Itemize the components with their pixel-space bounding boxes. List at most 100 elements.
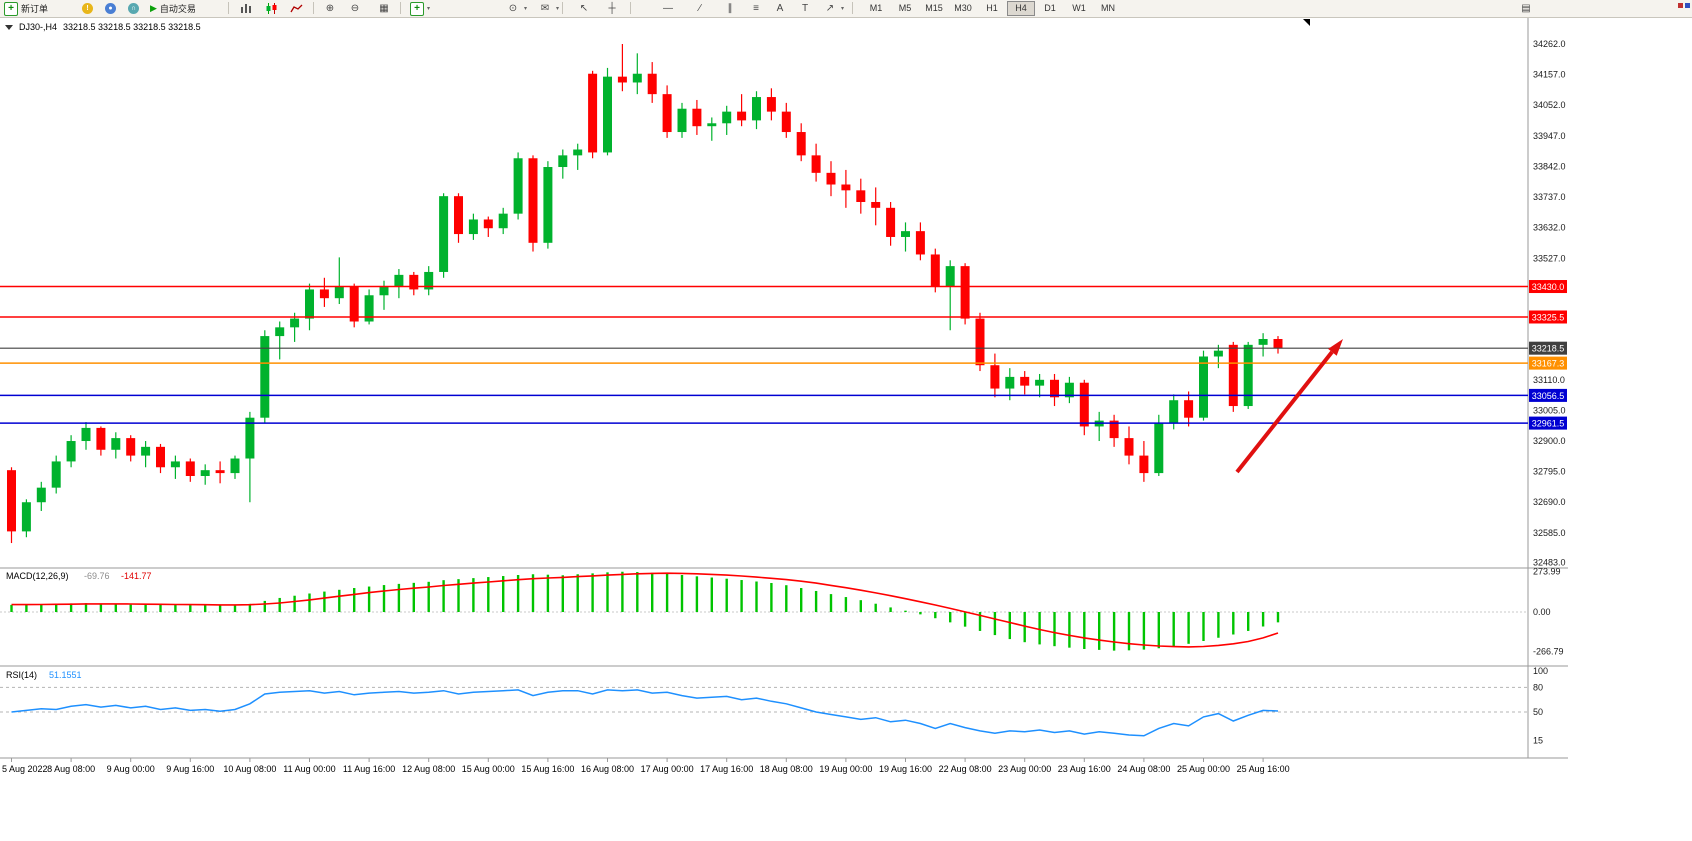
- candle-body: [886, 207, 896, 237]
- toolbar-separator: [228, 2, 229, 14]
- candle-body: [36, 487, 46, 503]
- time-label: 11 Aug 16:00: [343, 764, 395, 774]
- chart-canvas[interactable]: 33430.0 33325.5 33218.5 33167.3 33056.5 32961…: [0, 17, 1568, 777]
- zoom-out-button[interactable]: ⊖: [347, 1, 363, 16]
- fibonacci-tool-button[interactable]: ≡: [748, 1, 764, 16]
- rsi-axis-label: 100: [1533, 666, 1548, 676]
- line-chart-button[interactable]: [288, 1, 304, 16]
- trend-arrow[interactable]: [1235, 350, 1334, 474]
- mail-icon: ✉: [540, 3, 550, 14]
- candle-body: [603, 76, 612, 153]
- hline-tool-button[interactable]: —: [660, 1, 676, 16]
- toolbar-separator: [313, 2, 314, 14]
- alerts-icon: !: [82, 3, 93, 14]
- indicators-button[interactable]: + ▾: [410, 1, 430, 16]
- candle-body: [1169, 400, 1179, 424]
- cursor-tool-button[interactable]: ↖: [576, 1, 592, 16]
- time-label: 22 Aug 08:00: [939, 764, 992, 774]
- price-badge-label: 33325.5: [1532, 312, 1565, 322]
- templates-button[interactable]: ✉ ▾: [537, 1, 559, 16]
- time-label: 9 Aug 00:00: [107, 764, 155, 774]
- timeframe-w1[interactable]: W1: [1072, 3, 1086, 13]
- price-tick-label: 32900.0: [1533, 436, 1566, 446]
- candle-body: [811, 155, 821, 173]
- candle-body: [662, 94, 672, 133]
- candle-body: [305, 289, 314, 319]
- zoom-in-button[interactable]: ⊕: [322, 1, 338, 16]
- candle-body: [737, 111, 747, 121]
- candle-body: [230, 458, 240, 474]
- candle-body: [126, 438, 136, 456]
- macd-panel-label: MACD(12,26,9): [6, 571, 69, 581]
- candle-body: [1228, 344, 1238, 407]
- price-tick-label: 33947.0: [1533, 131, 1566, 141]
- timeframe-h1[interactable]: H1: [986, 3, 998, 13]
- candle-body: [573, 149, 583, 156]
- candle-body: [1213, 350, 1223, 357]
- periods-button[interactable]: ⊙ ▾: [505, 1, 527, 16]
- timeframe-h4[interactable]: H4: [1007, 1, 1035, 16]
- candle-body: [960, 266, 970, 319]
- toolbar-separator: [852, 2, 853, 14]
- candle-body: [454, 196, 463, 235]
- price-tick-label: 33737.0: [1533, 192, 1566, 202]
- candle-body: [51, 461, 61, 488]
- candle-body: [170, 461, 180, 468]
- macd-axis-label: 273.99: [1533, 566, 1561, 576]
- timeframe-m1[interactable]: M1: [869, 3, 883, 13]
- trend-arrow-head[interactable]: [1328, 339, 1343, 356]
- candle-body: [111, 438, 121, 450]
- timeframe-m5[interactable]: M5: [898, 3, 912, 13]
- toolbar-separator: [630, 2, 631, 14]
- indicator-add-icon: +: [410, 1, 424, 16]
- bar-chart-icon: [238, 2, 254, 16]
- timeframe-m15[interactable]: M15: [925, 3, 943, 13]
- time-label: 16 Aug 08:00: [581, 764, 634, 774]
- panels-button[interactable]: ▤: [1518, 1, 1534, 16]
- text-tool-button[interactable]: A: [772, 1, 788, 16]
- candle-body: [856, 190, 866, 202]
- text-icon: A: [776, 3, 784, 14]
- price-tick-label: 32690.0: [1533, 497, 1566, 507]
- time-label: 15 Aug 16:00: [521, 764, 574, 774]
- time-label: 9 Aug 16:00: [166, 764, 214, 774]
- candle-body: [409, 274, 419, 290]
- label-tool-button[interactable]: T: [797, 1, 813, 16]
- bar-chart-button[interactable]: [238, 1, 254, 16]
- candle-body: [1020, 376, 1030, 386]
- crosshair-tool-button[interactable]: ┼: [604, 1, 620, 16]
- rsi-axis-label: 50: [1533, 707, 1543, 717]
- candle-body: [245, 417, 255, 459]
- channel-tool-button[interactable]: ∥: [722, 1, 738, 16]
- candle-chart-button[interactable]: [263, 1, 279, 16]
- candle-body: [275, 327, 285, 337]
- timeframe-d1[interactable]: D1: [1044, 3, 1056, 13]
- timeframe-m30[interactable]: M30: [954, 3, 972, 13]
- tile-windows-button[interactable]: ▦: [376, 1, 392, 16]
- candle-body: [215, 470, 225, 474]
- candle-body: [826, 172, 836, 185]
- candle-body: [1199, 356, 1208, 418]
- alerts-button[interactable]: !: [82, 1, 93, 16]
- candle-body: [692, 108, 702, 127]
- candle-body: [334, 286, 344, 299]
- candle-body: [841, 184, 851, 191]
- arrows-tool-button[interactable]: ↗ ▾: [822, 1, 844, 16]
- profile-button[interactable]: ●: [105, 1, 116, 16]
- price-tick-label: 33632.0: [1533, 223, 1566, 233]
- fibonacci-icon: ≡: [753, 3, 759, 14]
- chart-shift-marker-icon[interactable]: [1303, 19, 1310, 26]
- candle-body: [349, 286, 359, 322]
- trendline-tool-button[interactable]: ∕: [692, 1, 708, 16]
- autotrading-icon: ▶: [150, 3, 157, 13]
- candle-body: [707, 123, 717, 127]
- candle-body: [1050, 379, 1059, 398]
- arrow-tool-icon: ↗: [825, 3, 835, 14]
- candle-body: [1064, 382, 1074, 398]
- price-tick-label: 32585.0: [1533, 528, 1566, 538]
- support-button[interactable]: ∩: [128, 1, 139, 16]
- new-order-button[interactable]: + 新订单: [4, 1, 48, 16]
- timeframe-mn[interactable]: MN: [1101, 3, 1115, 13]
- autotrading-button[interactable]: ▶ 自动交易: [150, 1, 196, 16]
- candle-body: [156, 446, 165, 468]
